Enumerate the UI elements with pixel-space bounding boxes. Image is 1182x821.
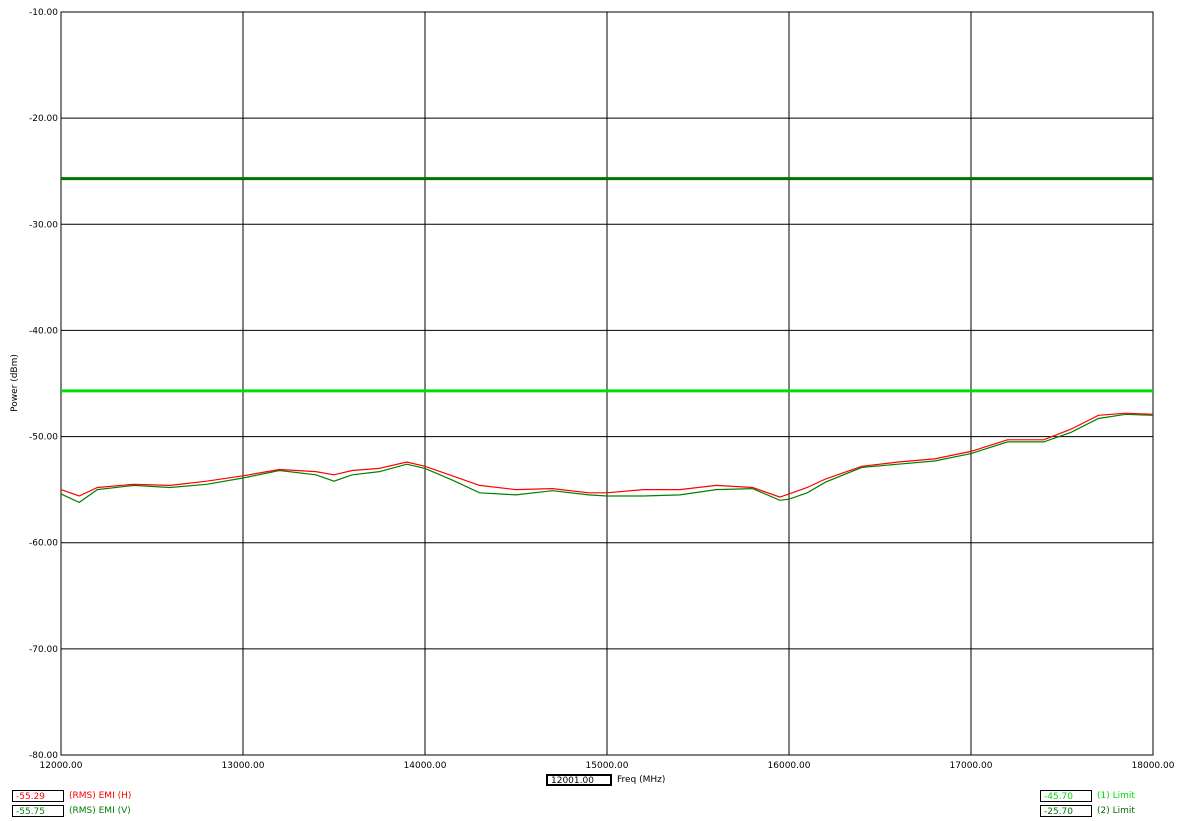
emi-h-trace (60, 412, 1154, 498)
y-tick-label: -70.00 (29, 645, 58, 655)
y-tick-label: -30.00 (29, 220, 58, 230)
legend-label-limit-2: (2) Limit (1097, 806, 1135, 816)
y-tick-label: -50.00 (29, 433, 58, 443)
y-tick-label: -10.00 (29, 8, 58, 18)
legend-label-emi-h: (RMS) EMI (H) (69, 791, 132, 801)
legend-value-limit-1: -45.70 (1040, 790, 1092, 802)
legend-value-emi-v: -55.75 (12, 805, 64, 817)
legend-label-emi-v: (RMS) EMI (V) (69, 806, 131, 816)
cursor-readout[interactable]: 12001.00 (546, 774, 612, 786)
y-tick-label: -40.00 (29, 326, 58, 336)
x-tick-label: 16000.00 (768, 761, 811, 771)
x-axis-title: Freq (MHz) (617, 775, 666, 785)
x-tick-label: 15000.00 (586, 761, 629, 771)
legend-label-limit-1: (1) Limit (1097, 791, 1135, 801)
y-tick-label: -80.00 (29, 751, 58, 761)
x-tick-label: 12000.00 (40, 761, 83, 771)
emi-v-trace (60, 413, 1154, 504)
x-tick-label: 18000.00 (1132, 761, 1175, 771)
y-tick-label: -60.00 (29, 539, 58, 549)
x-tick-label: 13000.00 (222, 761, 265, 771)
gridlines (61, 12, 1153, 755)
legend-value-emi-h: -55.29 (12, 790, 64, 802)
tick-labels: 12000.00 13000.00 14000.00 15000.00 16000.00… (29, 8, 1175, 771)
series-layer (60, 177, 1154, 504)
y-axis-title: Power (dBm) (10, 354, 20, 412)
y-tick-label: -20.00 (29, 114, 58, 124)
x-tick-label: 14000.00 (404, 761, 447, 771)
x-tick-label: 17000.00 (950, 761, 993, 771)
legend-value-limit-2: -25.70 (1040, 805, 1092, 817)
